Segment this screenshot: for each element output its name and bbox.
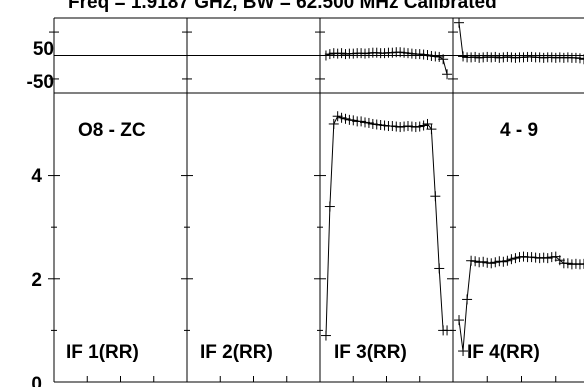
amp-point-if3-ch16 [379, 120, 390, 131]
if-label-1: IF 1(RR) [66, 342, 139, 363]
amp-point-if3-ch22 [402, 121, 413, 132]
amp-point-if4-ch9 [486, 258, 497, 269]
amp-point-if4-ch28 [562, 258, 573, 269]
axis-tick-labels: 50 -50 4 2 0 [27, 39, 54, 387]
amp-point-if4-ch17 [518, 251, 529, 262]
plot-frames [48, 17, 584, 383]
amp-point-if3-ch13 [367, 118, 378, 129]
amp-point-if4-ch19 [526, 252, 537, 263]
amp-point-if3-ch4 [332, 111, 343, 122]
amp-point-if3-ch25 [414, 121, 425, 132]
amp-point-if4-ch6 [474, 257, 485, 268]
phase-tick-50: 50 [33, 39, 54, 60]
if-label-4: IF 4(RR) [467, 342, 540, 363]
amp-point-if4-ch12 [498, 256, 509, 267]
amp-line-if4 [458, 256, 584, 352]
amp-point-if3-ch28 [426, 124, 437, 135]
amp-point-if4-ch22 [538, 252, 549, 263]
amp-point-if4-ch15 [510, 253, 521, 264]
phase-point-if4-ch1 [454, 17, 465, 28]
amp-point-if4-ch1 [454, 315, 465, 326]
amp-point-if3-ch5 [336, 112, 347, 123]
baseline-label-1: O8 - ZC [78, 120, 146, 141]
baseline-label-4: 4 - 9 [500, 120, 538, 141]
phase-point-if3-ch1 [320, 50, 331, 61]
amp-point-if4-ch11 [494, 256, 505, 267]
amp-point-if3-ch29 [430, 191, 441, 202]
amp-point-if3-ch3 [328, 118, 339, 129]
amp-point-if4-ch5 [470, 256, 481, 267]
amp-tick-0: 0 [31, 374, 42, 387]
amp-point-if3-ch1 [320, 330, 331, 341]
amp-point-if3-ch30 [434, 263, 445, 274]
data-series [320, 17, 584, 357]
amp-point-if3-ch11 [360, 117, 371, 128]
if-label-2: IF 2(RR) [200, 342, 273, 363]
amp-point-if4-ch31 [574, 259, 584, 270]
chart-title: Freq = 1.9187 GHz, BW = 62.500 MHz Calib… [68, 0, 497, 13]
amp-point-if3-ch12 [363, 117, 374, 128]
amp-point-if3-ch32 [442, 325, 453, 336]
amp-point-if4-ch13 [502, 255, 513, 266]
amp-line-if3 [325, 115, 447, 336]
amp-point-if3-ch8 [348, 115, 359, 126]
amp-point-if3-ch15 [375, 119, 386, 130]
amp-point-if3-ch2 [324, 201, 335, 212]
amp-point-if3-ch26 [418, 120, 429, 131]
amp-point-if4-ch10 [490, 257, 501, 268]
panel-labels: O8 - ZC 4 - 9 IF 1(RR) IF 2(RR) IF 3(RR)… [66, 120, 540, 363]
amp-point-if4-ch14 [506, 254, 517, 265]
phase-point-if3-ch31 [438, 54, 449, 65]
amp-point-if3-ch18 [387, 121, 398, 132]
phase-point-if3-ch32 [442, 69, 453, 80]
phase-point-if3-ch30 [434, 51, 445, 62]
phase-line-if4 [458, 22, 584, 60]
amp-point-if3-ch6 [340, 113, 351, 124]
amp-tick-2: 2 [31, 270, 42, 291]
amp-point-if4-ch2 [458, 346, 469, 357]
amp-point-if3-ch10 [356, 116, 367, 127]
amp-point-if4-ch7 [478, 256, 489, 267]
amp-point-if4-ch3 [462, 294, 473, 305]
phase-point-if4-ch31 [574, 53, 584, 64]
amp-point-if3-ch7 [344, 114, 355, 125]
phase-tick-minus50: -50 [27, 72, 54, 93]
amp-point-if3-ch20 [395, 122, 406, 133]
phase-point-if4-ch2 [458, 51, 469, 62]
amp-point-if4-ch23 [542, 253, 553, 264]
amp-point-if3-ch24 [410, 122, 421, 133]
amp-point-if3-ch27 [422, 118, 433, 129]
if-label-3: IF 3(RR) [334, 342, 407, 363]
phase-point-if3-ch27 [422, 50, 433, 61]
amp-point-if4-ch8 [482, 257, 493, 268]
amp-point-if4-ch24 [546, 252, 557, 263]
amp-point-if3-ch14 [371, 119, 382, 130]
amp-point-if4-ch4 [466, 255, 477, 266]
amp-tick-4: 4 [31, 166, 42, 187]
